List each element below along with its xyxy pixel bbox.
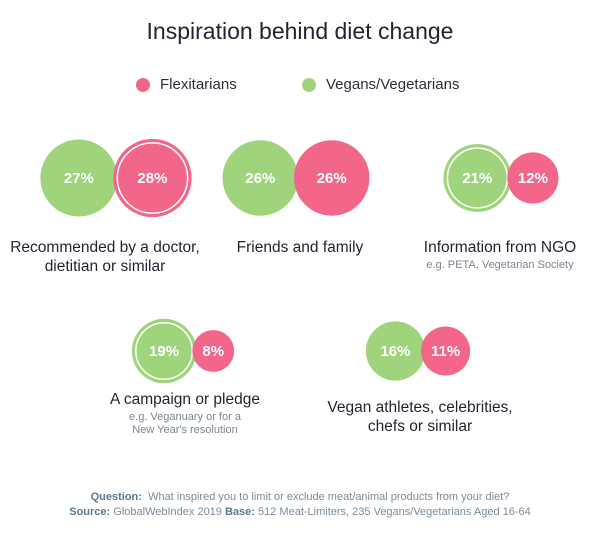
data-label-flexitarians-campaign: 8% [202, 343, 224, 360]
bubble-pair-campaign: 19% 8% [131, 318, 235, 384]
category-sublabel-ngo: e.g. PETA, Vegetarian Society [426, 259, 574, 271]
question-label: Question: [90, 491, 142, 503]
data-label-vegans-campaign: 19% [149, 343, 179, 360]
bubble-vegans-friends[interactable] [222, 140, 298, 216]
source-text: GlobalWebIndex 2019 [113, 506, 222, 518]
legend: Flexitarians Vegans/Vegetarians [0, 76, 600, 96]
data-label-vegans-athletes: 16% [380, 343, 410, 360]
base-label: Base: [224, 506, 255, 518]
data-label-flexitarians-doctor: 28% [137, 170, 167, 187]
data-label-flexitarians-friends: 26% [317, 170, 347, 187]
data-label-vegans-ngo: 21% [462, 170, 492, 187]
bubble-flexitarians-doctor[interactable] [113, 138, 192, 218]
base-text: 512 Meat-Limiters, 235 Vegans/Vegetarian… [258, 506, 531, 518]
legend-label-flexitarians: Flexitarians [160, 76, 237, 93]
data-label-vegans-friends: 26% [245, 170, 275, 187]
category-label-campaign: A campaign or pledge e.g. Veganuary or f… [110, 391, 260, 436]
category-label-athletes: Vegan athletes, celebrities, chefs or si… [327, 399, 513, 435]
legend-swatch-flexitarians [136, 77, 150, 92]
category-sublabel-campaign: e.g. Veganuary or for a New Year's resol… [129, 411, 241, 436]
footer-question: Question: What inspired you to limit or … [0, 490, 600, 505]
data-label-vegans-doctor: 27% [64, 170, 94, 187]
bubble-pair-friends: 26% 26% [222, 140, 370, 216]
bubble-pair-ngo: 21% 12% [443, 144, 559, 212]
legend-label-vegans: Vegans/Vegetarians [326, 76, 460, 93]
bubble-flexitarians-campaign[interactable] [192, 330, 235, 372]
bubble-vegans-athletes[interactable] [365, 321, 426, 381]
bubble-flexitarians-friends[interactable] [294, 140, 370, 216]
bubble-vegans-doctor[interactable] [40, 139, 118, 217]
category-label-doctor: Recommended by a doctor, dietitian or si… [10, 239, 200, 275]
category-label-friends: Friends and family [236, 239, 364, 256]
highlight-ring-flexitarians-doctor [116, 142, 189, 214]
bubble-pair-doctor: 27% 28% [40, 138, 192, 218]
bubble-vegans-ngo[interactable] [443, 144, 512, 212]
legend-item-flexitarians[interactable]: Flexitarians [136, 76, 237, 93]
legend-swatch-vegans [302, 77, 316, 92]
highlight-ring-vegans-campaign [135, 321, 194, 381]
bubble-vegans-campaign[interactable] [131, 318, 197, 384]
bubble-pair-athletes: 16% 11% [365, 321, 471, 381]
category-label-ngo: Information from NGO e.g. PETA, Vegetari… [395, 238, 600, 272]
data-label-flexitarians-athletes: 11% [431, 343, 460, 360]
footer-source: Source: GlobalWebIndex 2019 Base: 512 Me… [0, 505, 600, 520]
chart-title: Inspiration behind diet change [146, 18, 454, 44]
data-label-flexitarians-ngo: 12% [518, 170, 548, 187]
source-label: Source: [69, 506, 111, 518]
highlight-ring-vegans-ngo [446, 147, 509, 209]
bubble-flexitarians-ngo[interactable] [507, 152, 559, 204]
legend-item-vegans[interactable]: Vegans/Vegetarians [302, 76, 459, 93]
question-text: What inspired you to limit or exclude me… [148, 491, 510, 503]
bubble-flexitarians-athletes[interactable] [421, 326, 471, 376]
